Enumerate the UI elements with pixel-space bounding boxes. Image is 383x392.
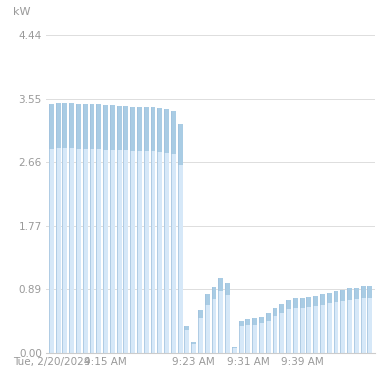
Text: kW: kW bbox=[13, 7, 31, 17]
Bar bbox=[232, 347, 237, 348]
Bar bbox=[191, 342, 196, 344]
Bar bbox=[252, 318, 257, 353]
Bar bbox=[367, 285, 372, 298]
Bar bbox=[232, 347, 237, 353]
Bar bbox=[144, 107, 149, 353]
Bar bbox=[259, 317, 264, 323]
Bar bbox=[246, 319, 250, 353]
Bar bbox=[185, 326, 189, 330]
Bar bbox=[157, 108, 162, 152]
Bar bbox=[90, 104, 95, 353]
Bar bbox=[334, 291, 339, 353]
Bar bbox=[97, 104, 101, 149]
Bar bbox=[246, 319, 250, 325]
Bar bbox=[211, 287, 216, 299]
Bar bbox=[69, 103, 74, 148]
Bar bbox=[286, 300, 291, 309]
Bar bbox=[239, 321, 244, 353]
Bar bbox=[123, 106, 128, 150]
Bar bbox=[205, 294, 210, 305]
Bar bbox=[313, 296, 318, 306]
Bar bbox=[130, 107, 135, 151]
Bar bbox=[151, 107, 155, 151]
Bar bbox=[76, 104, 81, 149]
Bar bbox=[191, 342, 196, 353]
Bar bbox=[185, 326, 189, 353]
Bar bbox=[151, 107, 155, 353]
Bar bbox=[273, 309, 277, 353]
Bar bbox=[306, 297, 311, 307]
Bar bbox=[320, 294, 325, 353]
Bar bbox=[286, 300, 291, 353]
Bar bbox=[327, 293, 332, 353]
Bar bbox=[205, 294, 210, 353]
Bar bbox=[354, 288, 359, 353]
Bar bbox=[76, 104, 81, 353]
Bar bbox=[62, 103, 67, 353]
Bar bbox=[361, 286, 366, 298]
Bar bbox=[279, 304, 284, 313]
Bar bbox=[117, 106, 121, 353]
Bar bbox=[293, 298, 298, 353]
Bar bbox=[178, 124, 183, 165]
Bar bbox=[334, 291, 339, 302]
Bar bbox=[340, 290, 345, 353]
Bar bbox=[117, 106, 121, 150]
Bar bbox=[56, 103, 61, 148]
Bar bbox=[266, 314, 271, 321]
Bar bbox=[354, 288, 359, 299]
Bar bbox=[83, 104, 88, 149]
Bar bbox=[225, 283, 230, 353]
Bar bbox=[62, 103, 67, 148]
Bar bbox=[110, 105, 115, 150]
Bar bbox=[347, 289, 352, 300]
Bar bbox=[218, 278, 223, 353]
Bar bbox=[361, 286, 366, 353]
Bar bbox=[123, 106, 128, 353]
Bar bbox=[130, 107, 135, 353]
Bar bbox=[340, 290, 345, 301]
Bar bbox=[293, 298, 298, 308]
Bar bbox=[49, 104, 54, 149]
Bar bbox=[103, 105, 108, 353]
Bar bbox=[300, 298, 304, 308]
Bar bbox=[157, 108, 162, 353]
Bar bbox=[259, 317, 264, 353]
Bar bbox=[327, 293, 332, 303]
Bar bbox=[252, 318, 257, 325]
Bar bbox=[198, 310, 203, 353]
Bar bbox=[320, 294, 325, 305]
Bar bbox=[69, 103, 74, 353]
Bar bbox=[110, 105, 115, 353]
Bar bbox=[83, 104, 88, 353]
Bar bbox=[300, 298, 304, 353]
Bar bbox=[90, 104, 95, 149]
Bar bbox=[178, 124, 183, 353]
Bar bbox=[266, 314, 271, 353]
Bar bbox=[273, 309, 277, 316]
Bar bbox=[211, 287, 216, 353]
Bar bbox=[171, 111, 176, 353]
Bar bbox=[97, 104, 101, 353]
Bar bbox=[198, 310, 203, 318]
Bar bbox=[313, 296, 318, 353]
Bar bbox=[49, 104, 54, 353]
Bar bbox=[137, 107, 142, 353]
Bar bbox=[144, 107, 149, 151]
Bar bbox=[171, 111, 176, 154]
Bar bbox=[367, 285, 372, 353]
Bar bbox=[279, 304, 284, 353]
Bar bbox=[103, 105, 108, 150]
Bar bbox=[164, 109, 169, 152]
Bar bbox=[56, 103, 61, 353]
Bar bbox=[225, 283, 230, 295]
Bar bbox=[239, 321, 244, 327]
Bar bbox=[218, 278, 223, 291]
Bar bbox=[164, 109, 169, 353]
Bar bbox=[347, 289, 352, 353]
Bar bbox=[306, 297, 311, 353]
Bar bbox=[137, 107, 142, 151]
